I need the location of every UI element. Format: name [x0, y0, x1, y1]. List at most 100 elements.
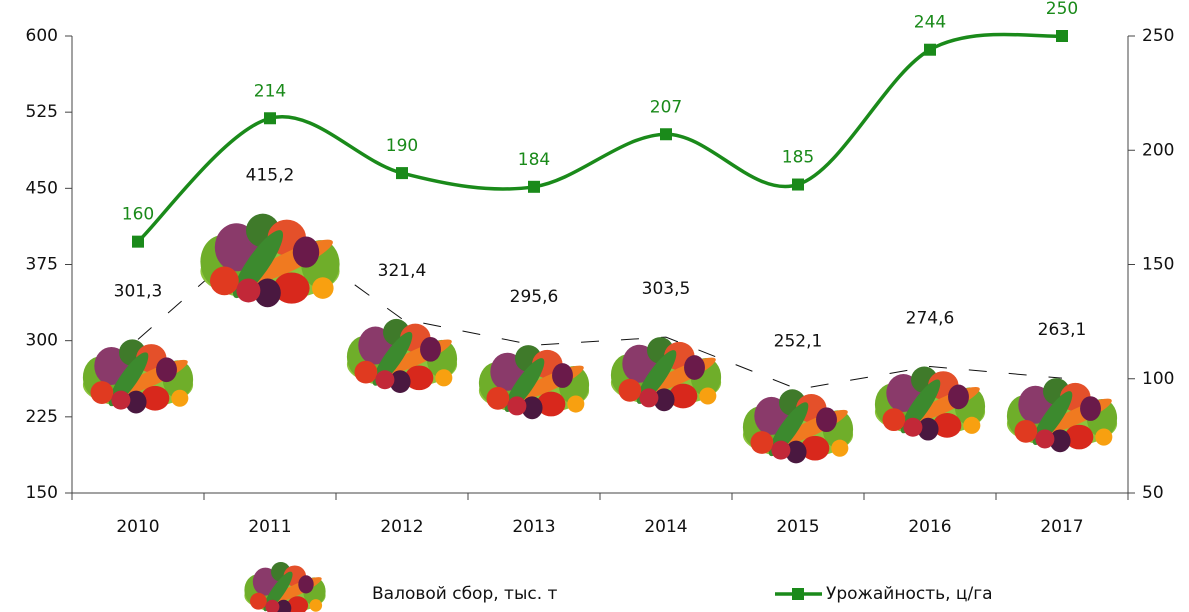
data-label: 274,6	[906, 308, 955, 328]
pepper	[932, 413, 962, 438]
pepper	[1014, 419, 1038, 443]
onion	[684, 355, 705, 380]
pepper	[1064, 424, 1094, 450]
radish	[1035, 429, 1055, 449]
pepper	[800, 435, 830, 461]
onion	[552, 363, 573, 388]
data-label: 214	[254, 81, 286, 101]
x-tick-label: 2014	[644, 517, 687, 537]
radish	[375, 370, 395, 390]
marker	[1056, 30, 1068, 42]
line	[136, 32, 1063, 243]
pepper	[536, 391, 566, 417]
y-tick-label: 225	[26, 407, 58, 427]
radish	[236, 278, 261, 303]
vegetable-pictogram	[82, 339, 194, 414]
data-label: 250	[1046, 0, 1078, 19]
data-label: 244	[914, 13, 946, 33]
y-tick-label: 150	[26, 483, 58, 503]
pepper	[273, 272, 310, 304]
marker	[924, 43, 936, 56]
y2-tick-label: 50	[1142, 483, 1164, 503]
x-tick-label: 2010	[116, 517, 159, 537]
pepper	[882, 408, 906, 432]
eggplant	[1049, 429, 1071, 453]
data-label: 415,2	[246, 166, 295, 186]
y-tick-label: 300	[26, 331, 58, 351]
y2-tick-label: 150	[1142, 255, 1174, 275]
y2-tick-label: 100	[1142, 369, 1174, 389]
pepper	[750, 431, 774, 454]
x-tick-label: 2012	[380, 517, 423, 537]
pepper	[404, 365, 434, 391]
y2-tick-label: 250	[1142, 26, 1174, 46]
data-label: 190	[386, 136, 418, 156]
orange	[171, 389, 189, 407]
pepper	[618, 378, 642, 402]
data-label: 301,3	[114, 281, 163, 301]
vegetable-pictogram	[610, 337, 722, 412]
legend-label: Валовой сбор, тыс. т	[372, 584, 558, 604]
data-label: 207	[650, 97, 682, 117]
radish	[903, 417, 923, 437]
orange	[963, 416, 981, 434]
vegetable-pictogram	[346, 318, 458, 394]
legend-icon	[244, 562, 326, 612]
onion	[816, 407, 837, 433]
onion	[948, 384, 969, 410]
orange	[567, 395, 585, 413]
radish	[771, 440, 791, 460]
pepper	[354, 360, 378, 384]
onion	[292, 236, 320, 268]
eggplant	[125, 390, 147, 414]
onion	[420, 336, 441, 362]
data-label: 184	[518, 150, 550, 170]
y-tick-label: 600	[26, 26, 58, 46]
pepper	[668, 383, 698, 409]
eggplant	[275, 599, 292, 612]
y-tick-label: 375	[26, 255, 58, 275]
orange	[831, 439, 849, 457]
data-label: 321,4	[378, 261, 427, 281]
onion	[298, 575, 314, 594]
eggplant	[653, 388, 675, 412]
y-tick-label: 525	[26, 102, 58, 122]
orange	[312, 277, 334, 299]
data-label: 303,5	[642, 279, 691, 299]
pepper	[140, 385, 170, 411]
eggplant	[521, 396, 543, 420]
vegetable-pictogram	[478, 345, 590, 420]
eggplant	[917, 417, 939, 441]
legend-label: Урожайность, ц/га	[826, 584, 993, 604]
legend-marker	[792, 588, 804, 600]
pepper	[486, 386, 510, 410]
marker	[132, 235, 144, 248]
y-tick-label: 450	[26, 178, 58, 198]
vegetable-pictogram	[200, 213, 340, 308]
marker	[660, 128, 672, 141]
radish	[265, 599, 280, 612]
x-tick-label: 2013	[512, 517, 555, 537]
marker	[264, 112, 276, 125]
x-tick-label: 2011	[248, 517, 291, 537]
data-label: 263,1	[1038, 320, 1087, 340]
radish	[507, 396, 527, 416]
marker	[792, 178, 804, 191]
eggplant	[785, 440, 807, 464]
orange	[1095, 428, 1113, 446]
onion	[1080, 396, 1101, 421]
pepper	[90, 381, 114, 404]
marker	[396, 167, 408, 180]
marker	[528, 180, 540, 193]
orange	[435, 369, 453, 387]
eggplant	[389, 370, 411, 394]
pepper	[287, 596, 309, 612]
x-tick-label: 2017	[1040, 517, 1083, 537]
data-label: 160	[122, 205, 154, 225]
vegetable-pictogram	[1006, 378, 1118, 453]
data-label: 252,1	[774, 331, 823, 351]
x-tick-label: 2016	[908, 517, 951, 537]
data-label: 185	[782, 148, 814, 168]
pepper	[210, 266, 239, 296]
